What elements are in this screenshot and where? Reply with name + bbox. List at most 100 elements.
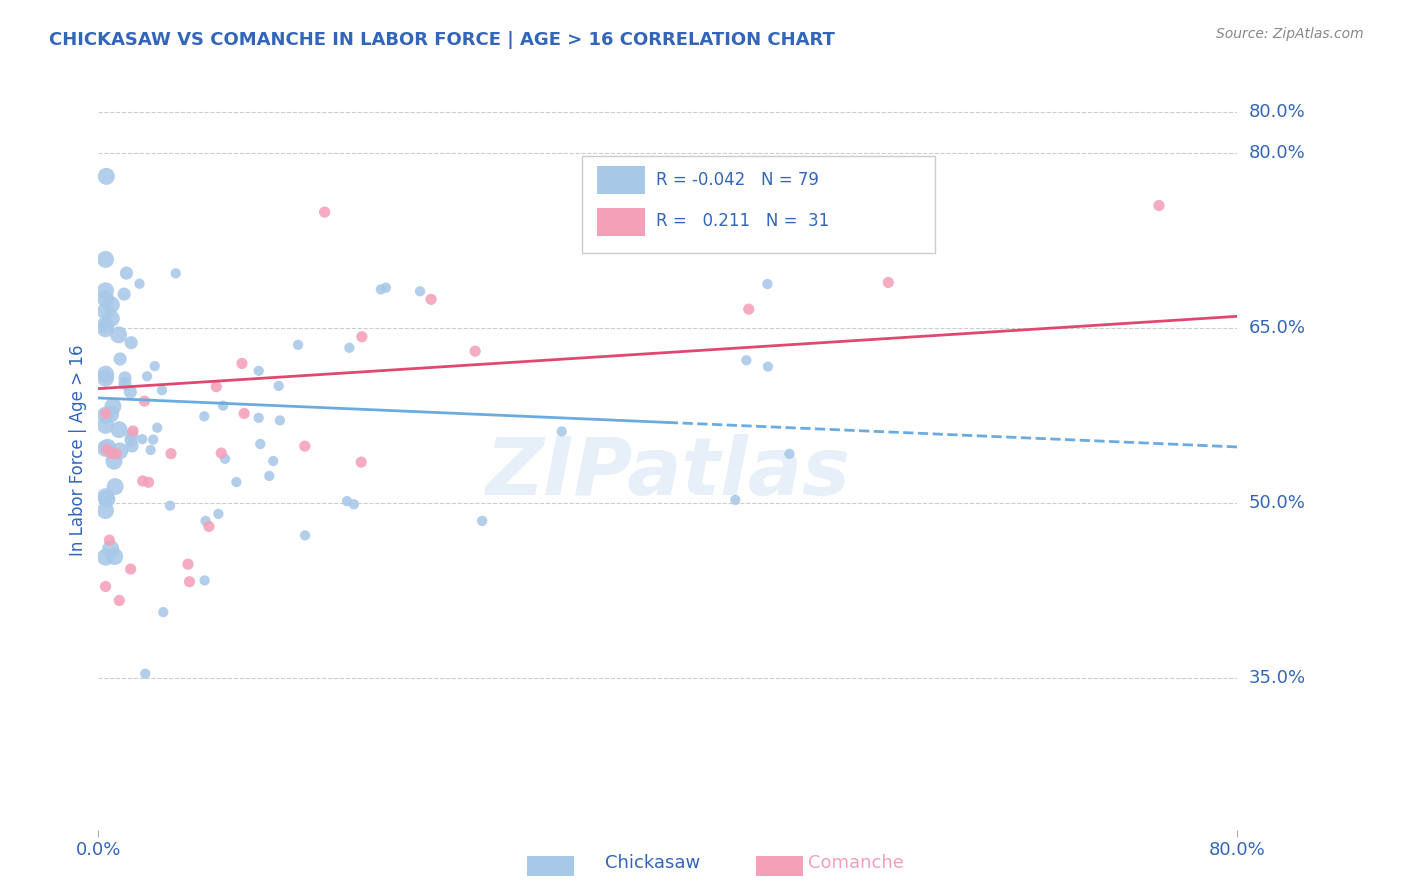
Point [314, 205, 336, 219]
Point [877, 276, 900, 290]
Point [120, 433, 142, 447]
Point [287, 338, 309, 352]
Point [551, 425, 574, 439]
Point [778, 447, 800, 461]
Point [233, 406, 256, 420]
Point [409, 285, 432, 299]
Point [193, 409, 215, 424]
Point [267, 379, 290, 393]
Text: 50.0%: 50.0% [1249, 494, 1305, 512]
Point [94, 550, 117, 565]
Text: Comanche: Comanche [808, 855, 904, 872]
Point [128, 277, 150, 291]
Point [205, 380, 228, 394]
Text: 65.0%: 65.0% [1249, 319, 1305, 337]
Point [131, 474, 153, 488]
Point [883, 159, 905, 173]
Point [115, 266, 138, 280]
Point [350, 455, 373, 469]
Point [374, 280, 396, 294]
FancyBboxPatch shape [582, 156, 935, 253]
Point [94, 442, 117, 456]
Point [94, 408, 117, 422]
Point [1147, 198, 1170, 212]
Point [350, 329, 373, 343]
Point [464, 344, 486, 359]
Point [94, 252, 117, 267]
Point [100, 298, 122, 312]
Point [249, 437, 271, 451]
Point [738, 302, 761, 317]
Point [112, 287, 135, 301]
Point [152, 605, 174, 619]
Point [247, 410, 270, 425]
Point [134, 666, 156, 681]
Point [120, 562, 142, 576]
Point [756, 359, 779, 374]
Point [231, 356, 253, 370]
Point [134, 394, 156, 409]
Point [139, 442, 162, 457]
Point [100, 407, 122, 421]
Point [100, 541, 122, 556]
Point [94, 407, 117, 421]
Point [294, 439, 316, 453]
Point [207, 507, 229, 521]
Text: R =   0.211   N =  31: R = 0.211 N = 31 [657, 212, 830, 230]
Point [136, 369, 159, 384]
Point [471, 514, 494, 528]
Text: R = -0.042   N = 79: R = -0.042 N = 79 [657, 170, 820, 189]
Point [262, 454, 284, 468]
Point [214, 451, 236, 466]
Point [108, 423, 131, 437]
Text: 35.0%: 35.0% [1249, 669, 1306, 687]
Point [724, 492, 747, 507]
Point [336, 494, 359, 508]
Point [114, 371, 136, 385]
Point [94, 371, 117, 385]
Point [104, 480, 127, 494]
Point [104, 549, 127, 564]
Point [122, 424, 145, 438]
Point [100, 311, 122, 326]
Point [815, 198, 838, 212]
Point [94, 304, 117, 318]
Point [94, 367, 117, 381]
Point [756, 277, 779, 291]
Point [143, 359, 166, 373]
Point [294, 528, 316, 542]
Point [343, 497, 366, 511]
Point [269, 413, 291, 427]
Point [194, 514, 217, 528]
Point [94, 322, 117, 336]
Point [735, 353, 758, 368]
Point [114, 376, 136, 391]
Text: ZIPatlas: ZIPatlas [485, 434, 851, 512]
Point [108, 593, 131, 607]
Text: 80.0%: 80.0% [1249, 103, 1305, 121]
Point [94, 503, 117, 517]
Point [96, 442, 118, 457]
Point [121, 428, 143, 442]
Point [120, 335, 142, 350]
Point [160, 447, 183, 461]
Point [120, 384, 142, 399]
Point [108, 444, 131, 458]
Point [159, 499, 181, 513]
Point [97, 441, 120, 455]
Point [103, 454, 125, 468]
Y-axis label: In Labor Force | Age > 16: In Labor Force | Age > 16 [69, 344, 87, 557]
Point [94, 490, 117, 504]
Point [105, 447, 128, 461]
Point [209, 446, 232, 460]
Point [96, 491, 118, 506]
Point [179, 574, 201, 589]
Point [94, 580, 117, 594]
Point [142, 433, 165, 447]
Point [150, 383, 173, 397]
Point [198, 519, 221, 533]
Point [94, 284, 117, 298]
Point [420, 293, 443, 307]
Point [94, 318, 117, 332]
Point [212, 399, 235, 413]
